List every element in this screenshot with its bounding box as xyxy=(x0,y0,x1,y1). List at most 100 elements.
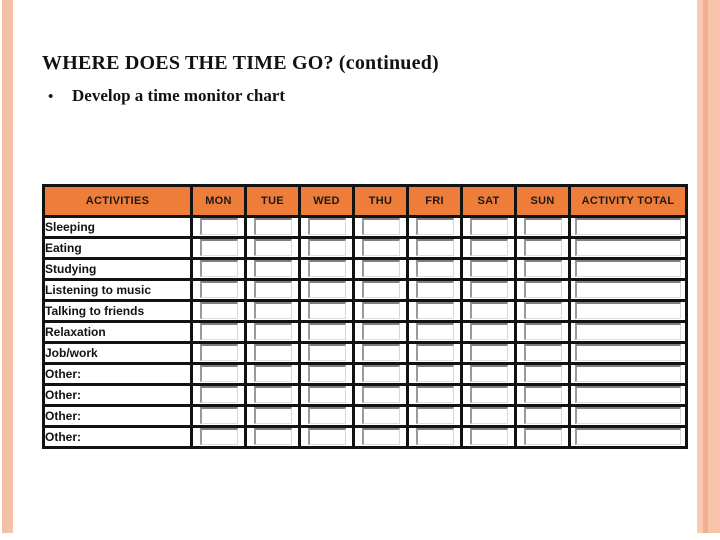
hours-input[interactable] xyxy=(469,324,508,340)
hours-input[interactable] xyxy=(469,261,508,277)
hours-input[interactable] xyxy=(523,345,562,361)
activity-total-input[interactable] xyxy=(575,240,681,256)
hours-input[interactable] xyxy=(253,345,292,361)
day-cell xyxy=(298,257,355,281)
activity-total-input[interactable] xyxy=(575,261,681,277)
hours-input[interactable] xyxy=(469,303,508,319)
hours-input[interactable] xyxy=(469,219,508,235)
hours-input[interactable] xyxy=(307,387,346,403)
hours-input[interactable] xyxy=(415,387,454,403)
hours-input[interactable] xyxy=(469,240,508,256)
hours-input[interactable] xyxy=(361,261,400,277)
hours-input[interactable] xyxy=(523,240,562,256)
hours-input[interactable] xyxy=(199,387,238,403)
hours-input[interactable] xyxy=(253,408,292,424)
hours-input[interactable] xyxy=(307,324,346,340)
hours-input[interactable] xyxy=(199,345,238,361)
activity-total-input[interactable] xyxy=(575,324,681,340)
hours-input[interactable] xyxy=(199,429,238,445)
hours-input[interactable] xyxy=(199,324,238,340)
hours-input[interactable] xyxy=(469,345,508,361)
hours-input[interactable] xyxy=(415,366,454,382)
hours-input[interactable] xyxy=(253,282,292,298)
hours-input[interactable] xyxy=(469,408,508,424)
hours-input[interactable] xyxy=(469,429,508,445)
hours-input[interactable] xyxy=(523,303,562,319)
day-cell xyxy=(406,341,463,365)
hours-input[interactable] xyxy=(253,303,292,319)
hours-input[interactable] xyxy=(199,219,238,235)
hours-input[interactable] xyxy=(307,345,346,361)
activity-total-input[interactable] xyxy=(575,345,681,361)
hours-input[interactable] xyxy=(469,366,508,382)
hours-input[interactable] xyxy=(361,366,400,382)
hours-input[interactable] xyxy=(199,282,238,298)
activity-total-input[interactable] xyxy=(575,366,681,382)
hours-input[interactable] xyxy=(523,261,562,277)
day-cell xyxy=(244,299,301,323)
hours-input[interactable] xyxy=(307,408,346,424)
hours-input[interactable] xyxy=(415,261,454,277)
day-cell xyxy=(352,215,409,239)
hours-input[interactable] xyxy=(307,429,346,445)
hours-input[interactable] xyxy=(253,219,292,235)
hours-input[interactable] xyxy=(253,261,292,277)
activity-total-input[interactable] xyxy=(575,408,681,424)
hours-input[interactable] xyxy=(523,282,562,298)
hours-input[interactable] xyxy=(361,429,400,445)
hours-input[interactable] xyxy=(415,240,454,256)
hours-input[interactable] xyxy=(253,240,292,256)
hours-input[interactable] xyxy=(361,387,400,403)
hours-input[interactable] xyxy=(523,429,562,445)
hours-input[interactable] xyxy=(253,366,292,382)
hours-input[interactable] xyxy=(469,387,508,403)
hours-input[interactable] xyxy=(307,240,346,256)
hours-input[interactable] xyxy=(199,303,238,319)
hours-input[interactable] xyxy=(415,324,454,340)
activity-total-input[interactable] xyxy=(575,219,681,235)
hours-input[interactable] xyxy=(523,324,562,340)
hours-input[interactable] xyxy=(253,429,292,445)
row-label: Listening to music xyxy=(42,278,193,302)
hours-input[interactable] xyxy=(415,282,454,298)
hours-input[interactable] xyxy=(307,261,346,277)
hours-input[interactable] xyxy=(307,282,346,298)
hours-input[interactable] xyxy=(415,303,454,319)
hours-input[interactable] xyxy=(523,408,562,424)
hours-input[interactable] xyxy=(199,240,238,256)
hours-input[interactable] xyxy=(415,345,454,361)
hours-input[interactable] xyxy=(361,324,400,340)
day-cell xyxy=(514,257,571,281)
hours-input[interactable] xyxy=(199,408,238,424)
day-cell xyxy=(352,425,409,449)
hours-input[interactable] xyxy=(199,261,238,277)
hours-input[interactable] xyxy=(361,240,400,256)
hours-input[interactable] xyxy=(361,219,400,235)
hours-input[interactable] xyxy=(307,366,346,382)
hours-input[interactable] xyxy=(361,303,400,319)
bullet-line: • Develop a time monitor chart xyxy=(48,86,668,108)
total-cell xyxy=(568,215,688,239)
hours-input[interactable] xyxy=(469,282,508,298)
hours-input[interactable] xyxy=(523,387,562,403)
hours-input[interactable] xyxy=(415,408,454,424)
table-row: Other: xyxy=(42,404,688,428)
activity-total-input[interactable] xyxy=(575,303,681,319)
hours-input[interactable] xyxy=(361,408,400,424)
hours-input[interactable] xyxy=(361,345,400,361)
hours-input[interactable] xyxy=(415,429,454,445)
hours-input[interactable] xyxy=(307,219,346,235)
hours-input[interactable] xyxy=(307,303,346,319)
hours-input[interactable] xyxy=(523,366,562,382)
hours-input[interactable] xyxy=(361,282,400,298)
activity-total-input[interactable] xyxy=(575,387,681,403)
activity-total-input[interactable] xyxy=(575,282,681,298)
day-cell xyxy=(190,215,247,239)
hours-input[interactable] xyxy=(523,219,562,235)
hours-input[interactable] xyxy=(253,387,292,403)
hours-input[interactable] xyxy=(253,324,292,340)
hours-input[interactable] xyxy=(199,366,238,382)
hours-input[interactable] xyxy=(415,219,454,235)
activity-total-input[interactable] xyxy=(575,429,681,445)
table-row: Other: xyxy=(42,425,688,449)
